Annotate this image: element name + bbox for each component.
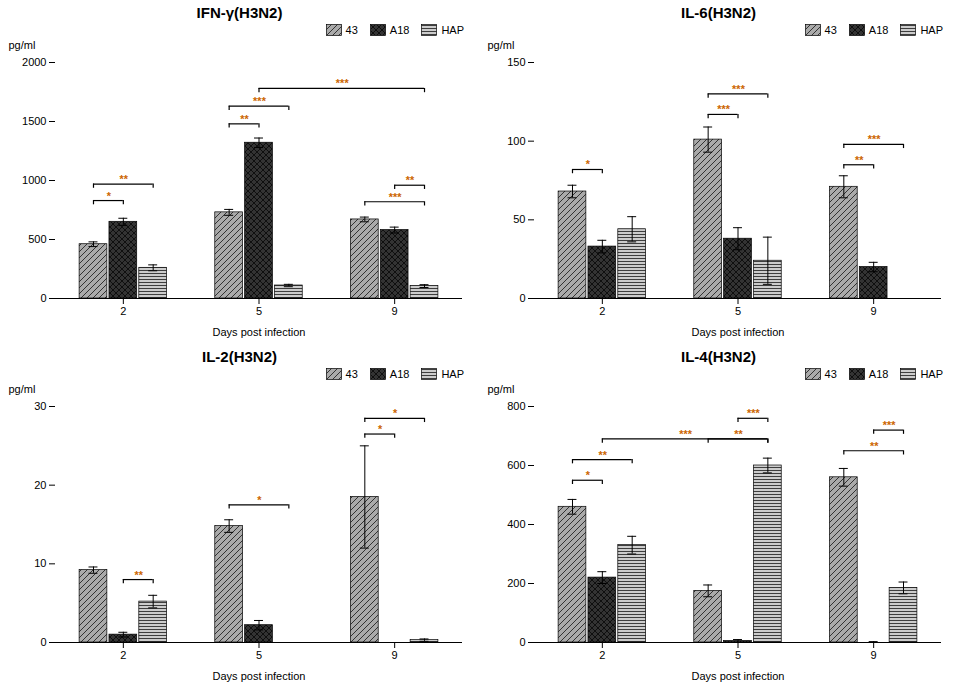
svg-text:pg/ml: pg/ml [9,383,36,395]
html-text:HAP: HAP [920,368,943,380]
html-text:HAP: HAP [920,24,943,36]
svg-text:0: 0 [40,636,46,648]
svg-text:10: 10 [34,557,46,569]
svg-text:**: ** [405,174,414,186]
svg-text:Days post infection: Days post infection [692,326,785,338]
svg-text:2000: 2000 [22,56,46,68]
svg-text:*: * [393,407,398,419]
svg-text:5: 5 [256,649,262,661]
svg-text:***: *** [867,133,881,145]
svg-text:9: 9 [392,305,398,317]
svg-text:pg/ml: pg/ml [488,383,515,395]
svg-text:*: * [585,158,590,170]
html-text:43: 43 [824,24,837,36]
svg-text:Days post infection: Days post infection [213,326,306,338]
svg-text:50: 50 [513,213,525,225]
svg-text:1000: 1000 [22,174,46,186]
svg-text:**: ** [598,449,607,461]
svg-text:400: 400 [507,518,525,530]
svg-text:Days post infection: Days post infection [692,670,785,682]
svg-text:**: ** [119,173,128,185]
svg-text:100: 100 [507,135,525,147]
svg-text:**: ** [134,569,143,581]
svg-text:**: ** [240,113,249,125]
svg-text:600: 600 [507,459,525,471]
svg-text:0: 0 [40,292,46,304]
svg-text:30: 30 [34,400,46,412]
html-text:IL-2(H3N2): IL-2(H3N2) [202,348,277,365]
svg-text:*: * [378,423,383,435]
html-text:43: 43 [345,24,358,36]
svg-text:***: *** [747,407,761,419]
svg-text:***: *** [335,77,349,89]
svg-text:150: 150 [507,56,525,68]
svg-text:2: 2 [599,649,605,661]
svg-text:**: ** [734,428,743,440]
html-text:HAP: HAP [441,24,464,36]
html-text:A18: A18 [868,368,889,380]
svg-text:***: *** [679,428,693,440]
svg-text:500: 500 [28,233,46,245]
svg-text:2: 2 [120,305,126,317]
html-text:43: 43 [824,368,837,380]
svg-text:***: *** [882,419,896,431]
html-text:A18: A18 [389,368,410,380]
svg-text:pg/ml: pg/ml [9,39,36,51]
svg-text:***: *** [388,191,402,203]
svg-text:*: * [257,494,262,506]
svg-text:**: ** [854,154,863,166]
svg-text:***: *** [717,103,731,115]
svg-text:**: ** [869,440,878,452]
svg-text:1500: 1500 [22,115,46,127]
svg-text:***: *** [253,95,267,107]
svg-text:9: 9 [392,649,398,661]
svg-text:2: 2 [120,649,126,661]
svg-text:9: 9 [871,649,877,661]
svg-text:5: 5 [735,305,741,317]
svg-text:*: * [585,469,590,481]
html-text:HAP: HAP [441,368,464,380]
html-text:IL-6(H3N2): IL-6(H3N2) [681,4,756,21]
svg-text:***: *** [732,83,746,95]
svg-text:200: 200 [507,577,525,589]
html-text:43: 43 [345,368,358,380]
svg-text:0: 0 [519,636,525,648]
svg-text:2: 2 [599,305,605,317]
svg-text:20: 20 [34,479,46,491]
svg-text:*: * [106,190,111,202]
html-text:A18: A18 [868,24,889,36]
html-text:IL-4(H3N2): IL-4(H3N2) [681,348,756,365]
html-text:IFN-γ(H3N2): IFN-γ(H3N2) [196,4,283,21]
html-text:A18: A18 [389,24,410,36]
svg-text:pg/ml: pg/ml [488,39,515,51]
svg-text:9: 9 [871,305,877,317]
svg-text:0: 0 [519,292,525,304]
svg-text:5: 5 [735,649,741,661]
svg-text:800: 800 [507,400,525,412]
svg-text:5: 5 [256,305,262,317]
svg-text:Days post infection: Days post infection [213,670,306,682]
